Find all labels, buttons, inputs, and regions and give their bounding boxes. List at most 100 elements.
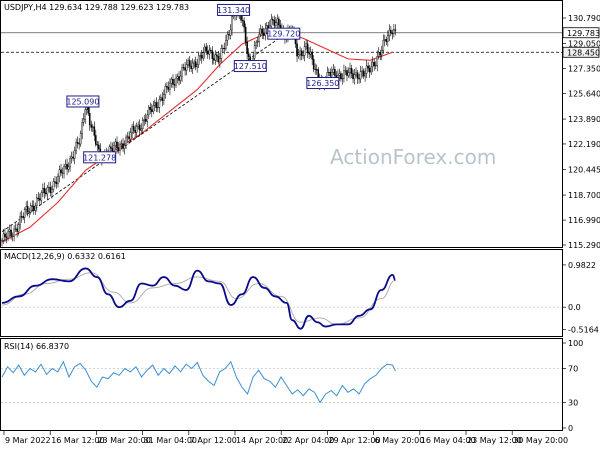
candle-body xyxy=(372,62,373,67)
candle-body xyxy=(10,230,11,236)
candle-body xyxy=(82,122,83,133)
candle-body xyxy=(346,70,347,75)
candle-body xyxy=(160,98,161,100)
candle-body xyxy=(209,50,210,54)
candle-body xyxy=(9,230,10,231)
candle-body xyxy=(362,71,363,72)
candle-body xyxy=(195,62,196,67)
candle-body xyxy=(227,34,228,40)
candle-body xyxy=(330,72,331,76)
candle-body xyxy=(177,77,178,79)
candle-body xyxy=(151,110,152,112)
callout-label: 131.340 xyxy=(217,6,250,15)
candle-body xyxy=(371,67,372,72)
candle-body xyxy=(184,68,185,71)
candle-body xyxy=(331,72,332,76)
candle-body xyxy=(259,34,260,42)
candle-body xyxy=(366,66,367,73)
candle-body xyxy=(378,52,379,56)
candle-body xyxy=(183,67,184,68)
candle-body xyxy=(188,60,189,64)
candle-body xyxy=(142,120,143,128)
candle-body xyxy=(95,135,96,144)
candle-body xyxy=(47,188,48,194)
x-tick-label: 22 Apr 04:00 xyxy=(282,436,334,445)
candle-body xyxy=(384,39,385,40)
candle-body xyxy=(12,236,13,237)
candle-body xyxy=(45,193,46,194)
candle-body xyxy=(63,166,64,173)
candle-body xyxy=(17,229,18,232)
candle-body xyxy=(174,84,175,85)
y-tick-label: 30 xyxy=(568,399,578,408)
x-tick-label: 6 May 20:00 xyxy=(375,436,425,445)
candle-body xyxy=(141,129,142,131)
candle-body xyxy=(218,56,219,62)
candle-body xyxy=(162,98,163,101)
candle-body xyxy=(393,30,394,34)
x-tick-label: 14 Apr 20:00 xyxy=(236,436,288,445)
candle-body xyxy=(35,206,36,211)
candle-body xyxy=(302,55,303,56)
candle-body xyxy=(274,20,275,25)
candle-body xyxy=(248,54,249,57)
candle-body xyxy=(136,127,137,133)
candle-body xyxy=(166,86,167,87)
candle-body xyxy=(256,42,257,46)
candle-body xyxy=(57,177,58,184)
rsi-legend: RSI(14) 66.8370 xyxy=(4,342,69,351)
price-callout: 125.090 xyxy=(66,96,99,107)
candle-body xyxy=(50,187,51,192)
candle-body xyxy=(73,157,74,158)
candle-body xyxy=(168,87,169,89)
candle-body xyxy=(110,147,111,149)
candle-body xyxy=(118,148,119,151)
y-tick-label: -0.5164 xyxy=(568,325,599,334)
candle-body xyxy=(381,51,382,55)
candle-body xyxy=(41,193,42,200)
candle-body xyxy=(374,62,375,66)
candle-body xyxy=(222,48,223,49)
candle-body xyxy=(349,68,350,72)
candle-body xyxy=(387,36,388,42)
candle-body xyxy=(172,79,173,84)
candle-body xyxy=(230,30,231,35)
candle-body xyxy=(242,20,243,21)
y-tick-label: 118.700 xyxy=(568,191,600,200)
callout-label: 125.090 xyxy=(66,97,99,106)
candle-body xyxy=(132,126,133,132)
candle-body xyxy=(263,33,264,35)
candle-body xyxy=(212,51,213,59)
candle-body xyxy=(228,34,229,35)
candle-body xyxy=(296,44,297,56)
candle-body xyxy=(333,69,334,72)
price-callout: 131.340 xyxy=(217,4,250,15)
candle-body xyxy=(147,115,148,122)
candle-body xyxy=(80,133,81,144)
candle-body xyxy=(53,182,54,190)
candle-body xyxy=(194,62,195,63)
candle-body xyxy=(92,127,93,128)
candle-body xyxy=(33,206,34,210)
candle-body xyxy=(163,95,164,101)
candle-body xyxy=(71,157,72,158)
candle-body xyxy=(191,66,192,69)
candle-body xyxy=(138,125,139,127)
price-box-label: 128.450 xyxy=(567,48,600,57)
candle-body xyxy=(351,68,352,73)
candle-body xyxy=(4,234,5,237)
y-tick-label: 0 xyxy=(568,424,573,433)
candle-body xyxy=(56,182,57,184)
candle-body xyxy=(377,56,378,65)
candle-body xyxy=(219,58,220,62)
x-tick-label: 9 Mar 2022 xyxy=(5,436,51,445)
y-tick-label: 116.990 xyxy=(568,216,600,225)
rsi-pane-frame xyxy=(1,339,563,431)
candle-body xyxy=(197,65,198,67)
candle-body xyxy=(207,51,208,54)
candle-body xyxy=(339,74,340,76)
price-box: 128.450 xyxy=(563,47,600,57)
candle-body xyxy=(121,144,122,145)
